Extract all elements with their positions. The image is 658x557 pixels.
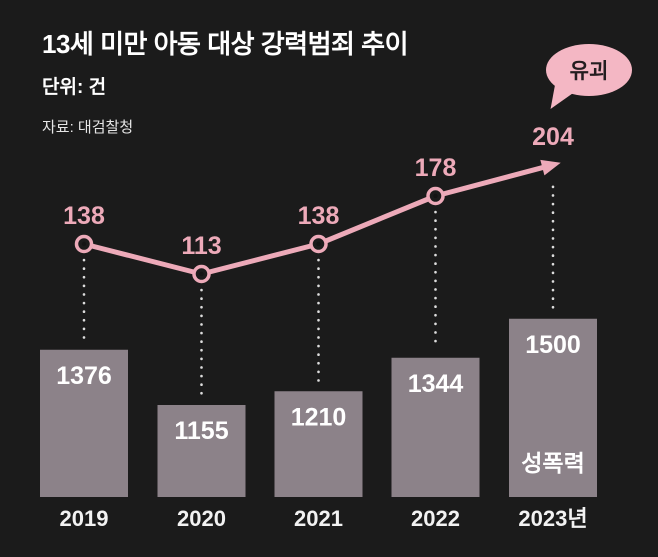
source-label: 자료: 대검찰청: [42, 119, 134, 136]
kidnap-bubble-label: 유괴: [569, 60, 609, 83]
trend-arrowhead-icon: [540, 159, 561, 176]
x-axis-label: 2019: [60, 506, 109, 531]
x-axis-label: 2021: [294, 506, 343, 531]
bar-value-label: 1155: [174, 417, 228, 445]
bar-2022: [391, 357, 480, 497]
bar-2023년: [509, 318, 597, 497]
line-value-label: 178: [415, 154, 457, 182]
x-axis-label: 2022: [411, 506, 460, 531]
line-value-label: 138: [63, 202, 105, 230]
data-point-center-dot: [433, 193, 438, 199]
bar-2019: [40, 349, 128, 497]
bar-value-label: 1210: [291, 403, 347, 431]
data-point-center-dot: [81, 241, 87, 247]
data-point-center-dot: [316, 241, 321, 247]
line-value-label: 204: [532, 123, 574, 151]
unit-label: 단위: 건: [42, 77, 107, 98]
bar-2021: [274, 391, 363, 497]
x-axis-label: 2020: [177, 506, 226, 531]
bar-value-label: 1376: [56, 362, 112, 390]
bar-2020: [157, 405, 246, 497]
data-point-center-dot: [199, 271, 204, 277]
chart-title: 13세 미만 아동 대상 강력범죄 추이: [42, 29, 409, 59]
line-value-label: 138: [298, 202, 340, 230]
bar-value-label: 1500: [525, 331, 581, 359]
x-axis-label: 2023년: [518, 506, 587, 531]
line-value-label: 113: [181, 232, 221, 260]
bar-series-label: 성폭력: [521, 450, 584, 476]
kidnap-speech-bubble: 유괴: [546, 44, 632, 109]
bar-value-label: 1344: [408, 370, 464, 398]
